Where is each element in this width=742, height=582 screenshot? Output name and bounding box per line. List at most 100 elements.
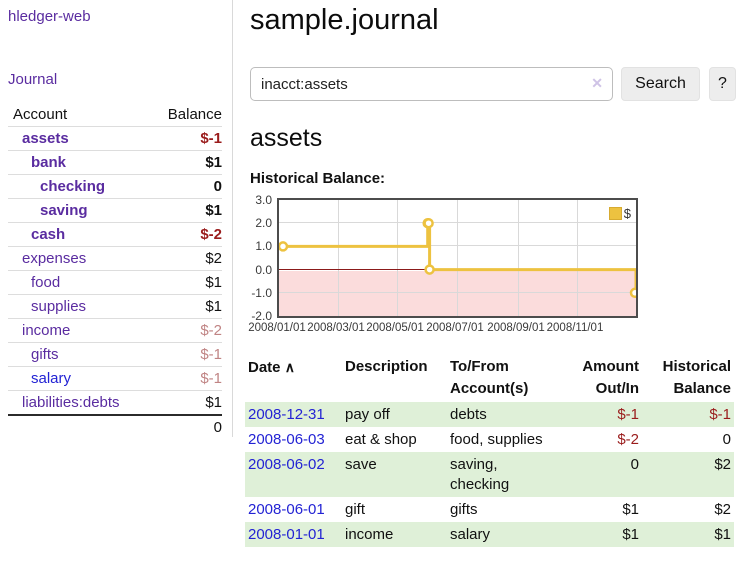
register-balance-cell: $2 (714, 501, 731, 518)
register-header-balance: Historical Balance (662, 358, 731, 397)
chart-title: Historical Balance: (250, 170, 386, 187)
accounts-header-balance: Balance (167, 106, 222, 123)
account-link[interactable]: income (22, 322, 71, 339)
register-accounts-cell: saving, checking (450, 456, 510, 493)
register-amount-cell: $1 (622, 526, 639, 543)
register-balance-cell: $2 (714, 456, 731, 473)
account-balance: $-1 (200, 130, 222, 147)
account-link[interactable]: supplies (31, 298, 87, 315)
app-title-link[interactable]: hledger-web (8, 8, 91, 25)
account-link[interactable]: liabilities:debts (22, 394, 120, 411)
account-link[interactable]: expenses (22, 250, 87, 267)
account-balance: $1 (205, 154, 222, 171)
help-button[interactable]: ? (709, 67, 736, 101)
register-row: 2008-06-03 eat & shop food, supplies $-2 0 (245, 427, 734, 452)
account-row: saving $1 (8, 198, 222, 223)
register-amount-cell: $1 (622, 501, 639, 518)
register-date-cell: 2008-12-31 (245, 402, 342, 427)
account-row: liabilities:debts $1 (8, 390, 222, 416)
accounts-table: Account Balance assets $-1 bank $1 checking 0… (8, 103, 222, 439)
search-input[interactable] (250, 67, 613, 101)
register-header-date[interactable]: Date ∧ (248, 359, 295, 376)
sort-asc-icon: ∧ (284, 359, 295, 375)
account-link[interactable]: bank (31, 154, 67, 171)
account-balance: $1 (205, 394, 222, 411)
gridline (279, 222, 636, 223)
chart-plot-area: $ (277, 198, 638, 318)
account-link[interactable]: salary (31, 370, 72, 387)
accounts-header-row: Account Balance (8, 103, 222, 127)
x-axis-tick: 2008/05/01 (366, 322, 424, 334)
transaction-date-link[interactable]: 2008-01-01 (248, 526, 325, 543)
account-row: salary $-1 (8, 366, 222, 391)
register-row: 2008-06-02 save saving, checking 0 $2 (245, 452, 734, 497)
register-row: 2008-12-31 pay off debts $-1 $-1 (245, 402, 734, 427)
register-description-cell: gift (345, 501, 366, 518)
transaction-date-link[interactable]: 2008-06-03 (248, 431, 325, 448)
x-axis-tick: 2008/09/01 (487, 322, 545, 334)
account-link[interactable]: food (31, 274, 61, 291)
y-axis-tick: 3.0 (255, 193, 272, 207)
x-axis-tick: 2008/07/01 (426, 322, 484, 334)
x-axis-tick: 2008/11/01 (546, 322, 604, 334)
sidebar: hledger-web Journal Account Balance asse… (0, 0, 233, 437)
account-link[interactable]: saving (40, 202, 88, 219)
account-balance: $-1 (200, 370, 222, 387)
y-axis-tick: -2.0 (251, 309, 272, 323)
account-link[interactable]: gifts (31, 346, 59, 363)
register-date-cell: 2008-06-01 (245, 497, 342, 522)
register-description-cell: save (345, 456, 377, 473)
legend-label: $ (623, 206, 631, 221)
register-balance-cell: 0 (722, 431, 731, 448)
y-axis-tick: -1.0 (251, 286, 272, 300)
account-balance: 0 (213, 178, 222, 195)
transaction-date-link[interactable]: 2008-06-02 (248, 456, 325, 473)
legend-swatch-icon (608, 207, 622, 220)
account-link[interactable]: assets (22, 130, 69, 147)
sidebar-item-journal[interactable]: Journal (8, 71, 58, 88)
account-row: expenses $2 (8, 246, 222, 271)
search-button[interactable]: Search (621, 67, 700, 101)
account-balance: $-1 (200, 346, 222, 363)
accounts-total-label (8, 415, 152, 439)
main-content: sample.journal ✕ Search ? assets Histori… (245, 0, 742, 547)
register-description-cell: pay off (345, 406, 390, 423)
transaction-date-link[interactable]: 2008-06-01 (248, 501, 325, 518)
y-axis-tick: 1.0 (255, 239, 272, 253)
account-balance: $-2 (200, 226, 222, 243)
account-heading: assets (250, 124, 323, 152)
accounts-total-row: 0 (8, 415, 222, 439)
register-row: 2008-01-01 income salary $1 $1 (245, 522, 734, 547)
register-accounts-cell: salary (450, 526, 491, 543)
register-balance-cell: $-1 (709, 406, 731, 423)
clear-search-icon[interactable]: ✕ (591, 75, 603, 91)
register-balance-cell: $1 (714, 526, 731, 543)
account-link[interactable]: checking (40, 178, 106, 195)
account-balance: $1 (205, 274, 222, 291)
account-balance: $-2 (200, 322, 222, 339)
account-link[interactable]: cash (31, 226, 66, 243)
register-accounts-cell: debts (450, 406, 487, 423)
balance-series (279, 217, 636, 299)
transaction-date-link[interactable]: 2008-12-31 (248, 406, 325, 423)
account-row: cash $-2 (8, 222, 222, 247)
gridline (279, 245, 636, 246)
chart-legend: $ (606, 205, 633, 222)
account-row: income $-2 (8, 318, 222, 343)
search-form: ✕ Search ? (250, 67, 742, 101)
account-row: supplies $1 (8, 294, 222, 319)
register-date-cell: 2008-01-01 (245, 522, 342, 547)
account-balance: $1 (205, 202, 222, 219)
y-axis-tick: 2.0 (255, 216, 272, 230)
register-accounts-cell: gifts (450, 501, 478, 518)
register-date-cell: 2008-06-02 (245, 452, 342, 497)
page-title: sample.journal (250, 4, 439, 36)
historical-balance-chart: $ 3.0 2.0 1.0 0.0 -1.0 -2.0 2008/01/01 2008/03/… (248, 193, 742, 338)
register-amount-cell: 0 (630, 456, 639, 473)
register-amount-cell: $-2 (617, 431, 639, 448)
register-header-amount: Amount Out/In (582, 358, 639, 397)
x-axis-tick: 2008/01/01 (248, 322, 306, 334)
gridline (279, 292, 636, 293)
register-row: 2008-06-01 gift gifts $1 $2 (245, 497, 734, 522)
account-row: assets $-1 (8, 126, 222, 151)
